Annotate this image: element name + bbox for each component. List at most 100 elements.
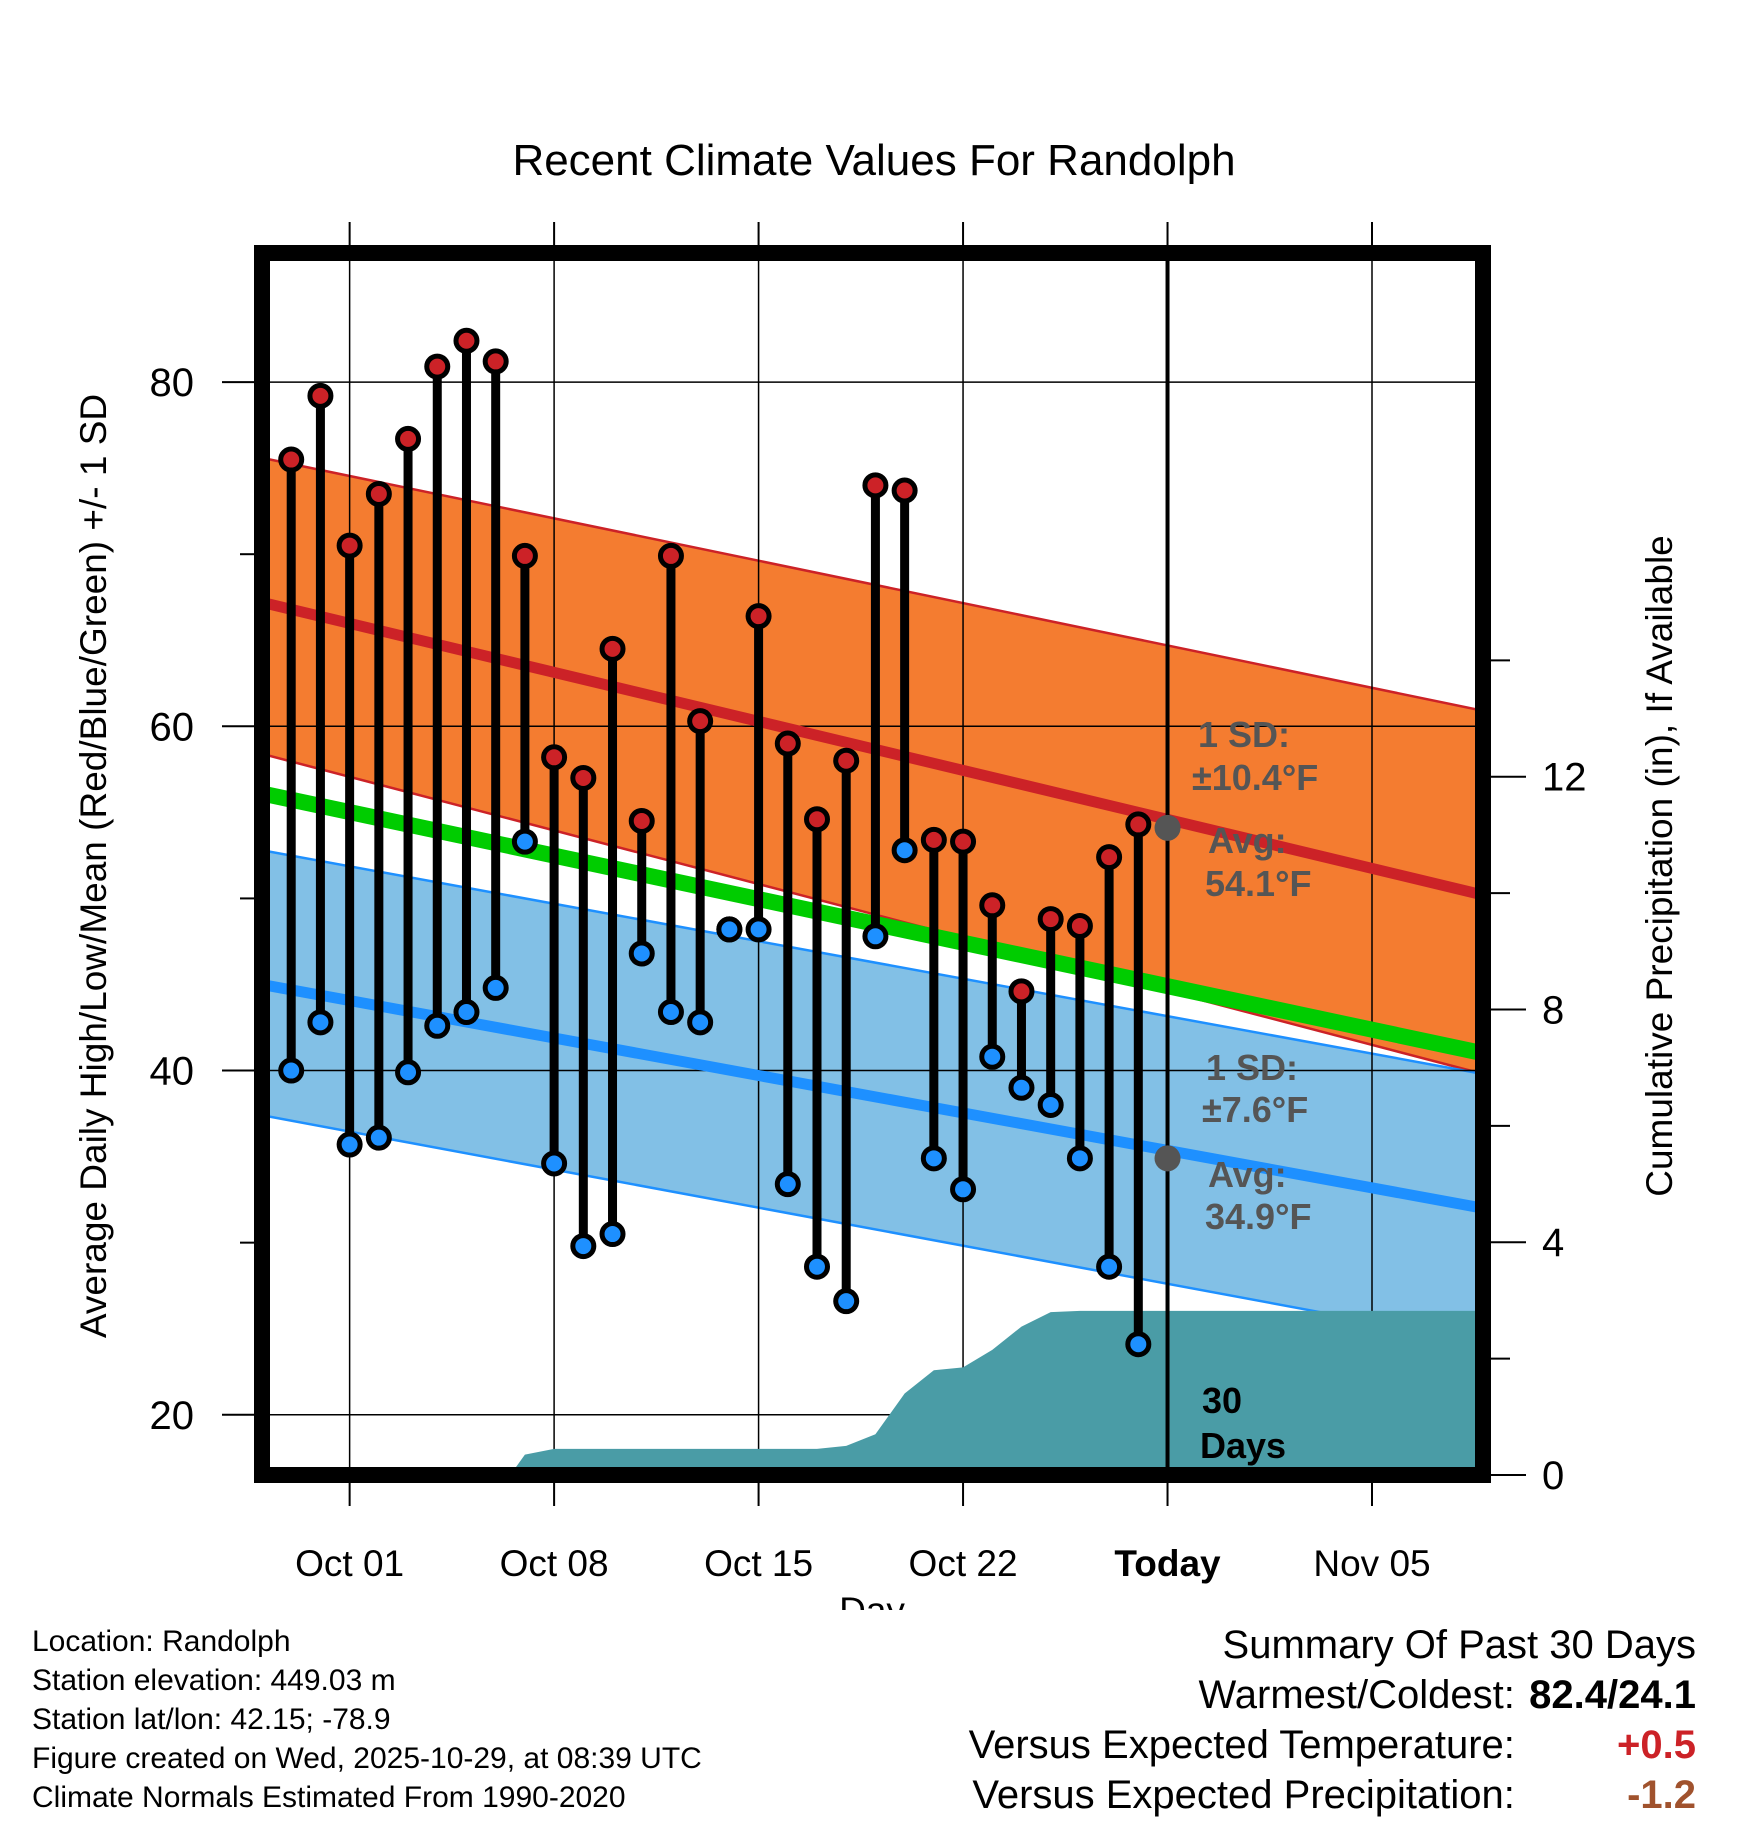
- summary-precip: Versus Expected Precipitation: -1.2: [969, 1770, 1696, 1820]
- high-avg-label: Avg:: [1208, 820, 1287, 861]
- high-sd-value: ±10.4°F: [1192, 757, 1318, 798]
- daily-low-point: [774, 1171, 801, 1198]
- precip-label: Versus Expected Precipitation:: [972, 1773, 1515, 1817]
- daily-low-point: [453, 999, 480, 1026]
- daily-low-point: [1037, 1091, 1064, 1118]
- station-info: Location: Randolph Station elevation: 44…: [32, 1622, 702, 1817]
- daily-low-point: [920, 1145, 947, 1172]
- x-tick-label: Oct 22: [909, 1543, 1018, 1584]
- daily-low-point: [657, 999, 684, 1026]
- daily-high-point: [774, 730, 801, 757]
- summary-title: Summary Of Past 30 Days: [1222, 1623, 1696, 1667]
- climate-chart: Recent Climate Values For Randolph 1 SD:…: [73, 136, 1680, 1610]
- created-text: Figure created on Wed, 2025-10-29, at 08…: [32, 1742, 702, 1775]
- daily-low-point: [745, 916, 772, 943]
- daily-high-point: [278, 446, 305, 473]
- y2-tick-label: 12: [1542, 756, 1587, 800]
- daily-high-point: [1125, 811, 1152, 838]
- y-tick-label: 40: [150, 1050, 195, 1094]
- daily-low-point: [862, 923, 889, 950]
- precip-value: -1.2: [1627, 1773, 1696, 1817]
- daily-low-point: [979, 1043, 1006, 1070]
- daily-low-point: [541, 1150, 568, 1177]
- y2-tick-label: 4: [1542, 1221, 1564, 1265]
- daily-high-point: [511, 542, 538, 569]
- low-avg-value: 34.9°F: [1205, 1196, 1311, 1237]
- x-tick-label: Oct 01: [295, 1543, 404, 1584]
- daily-low-point: [599, 1221, 626, 1248]
- y2-axis-label: Cumulative Precipitation (in), If Availa…: [1639, 535, 1680, 1197]
- daily-high-point: [687, 708, 714, 735]
- daily-high-point: [395, 425, 422, 452]
- daily-high-point: [1066, 912, 1093, 939]
- daily-high-point: [657, 542, 684, 569]
- location-text: Location: Randolph: [32, 1625, 291, 1658]
- daily-high-point: [950, 828, 977, 855]
- daily-low-point: [482, 974, 509, 1001]
- daily-low-point: [716, 916, 743, 943]
- daily-high-point: [307, 382, 334, 409]
- low-avg-marker: [1154, 1145, 1181, 1172]
- summary-temp: Versus Expected Temperature: +0.5: [969, 1720, 1696, 1770]
- daily-high-point: [453, 327, 480, 354]
- daily-low-point: [511, 828, 538, 855]
- daily-low-point: [891, 837, 918, 864]
- daily-high-point: [336, 532, 363, 559]
- daily-low-point: [1096, 1253, 1123, 1280]
- daily-high-point: [920, 826, 947, 853]
- normals-text: Climate Normals Estimated From 1990-2020: [32, 1781, 626, 1814]
- x-tick-label: Today: [1114, 1543, 1221, 1584]
- daily-high-point: [745, 603, 772, 630]
- daily-low-point: [950, 1176, 977, 1203]
- days-unit-label: Days: [1200, 1425, 1286, 1466]
- warm-cold-value: 82.4/24.1: [1529, 1673, 1696, 1717]
- daily-high-point: [599, 635, 626, 662]
- daily-low-point: [1008, 1074, 1035, 1101]
- daily-low-point: [336, 1131, 363, 1158]
- elevation-text: Station elevation: 449.03 m: [32, 1664, 396, 1697]
- daily-low-point: [833, 1288, 860, 1315]
- daily-low-point: [687, 1009, 714, 1036]
- daily-high-point: [891, 477, 918, 504]
- low-sd-value: ±7.6°F: [1202, 1089, 1308, 1130]
- daily-high-point: [628, 807, 655, 834]
- y-tick-label: 20: [150, 1394, 195, 1438]
- daily-low-point: [395, 1059, 422, 1086]
- daily-high-point: [1096, 844, 1123, 871]
- precip-area: [510, 1310, 1483, 1475]
- days-count-label: 30: [1202, 1380, 1242, 1421]
- low-avg-label: Avg:: [1208, 1154, 1287, 1195]
- high-avg-marker: [1154, 814, 1181, 841]
- daily-high-point: [424, 353, 451, 380]
- daily-low-point: [570, 1233, 597, 1260]
- daily-high-point: [365, 480, 392, 507]
- summary-panel: Summary Of Past 30 Days Warmest/Coldest:…: [969, 1620, 1696, 1820]
- daily-high-point: [541, 744, 568, 771]
- y2-tick-label: 0: [1542, 1454, 1564, 1498]
- y-tick-label: 80: [150, 361, 195, 405]
- daily-low-point: [424, 1012, 451, 1039]
- y-axis-label: Average Daily High/Low/Mean (Red/Blue/Gr…: [73, 394, 114, 1338]
- x-axis-label: Day: [839, 1590, 905, 1610]
- x-tick-label: Oct 15: [704, 1543, 813, 1584]
- daily-high-point: [862, 472, 889, 499]
- summary-warm-cold: Warmest/Coldest: 82.4/24.1: [969, 1670, 1697, 1720]
- high-avg-value: 54.1°F: [1205, 863, 1311, 904]
- plot-frame: [254, 245, 1491, 1483]
- daily-high-point: [570, 764, 597, 791]
- daily-low-point: [307, 1009, 334, 1036]
- latlon-text: Station lat/lon: 42.15; -78.9: [32, 1703, 391, 1736]
- daily-high-point: [1008, 978, 1035, 1005]
- daily-high-point: [804, 806, 830, 833]
- y-tick-label: 60: [150, 705, 195, 749]
- high-sd-label: 1 SD:: [1198, 714, 1290, 755]
- x-tick-label: Nov 05: [1313, 1543, 1430, 1584]
- daily-high-point: [1037, 906, 1064, 933]
- daily-low-point: [365, 1124, 392, 1151]
- temp-value: +0.5: [1617, 1723, 1696, 1767]
- daily-high-point: [482, 348, 509, 375]
- chart-title: Recent Climate Values For Randolph: [512, 136, 1235, 185]
- y2-tick-label: 8: [1542, 988, 1564, 1032]
- low-sd-label: 1 SD:: [1206, 1047, 1298, 1088]
